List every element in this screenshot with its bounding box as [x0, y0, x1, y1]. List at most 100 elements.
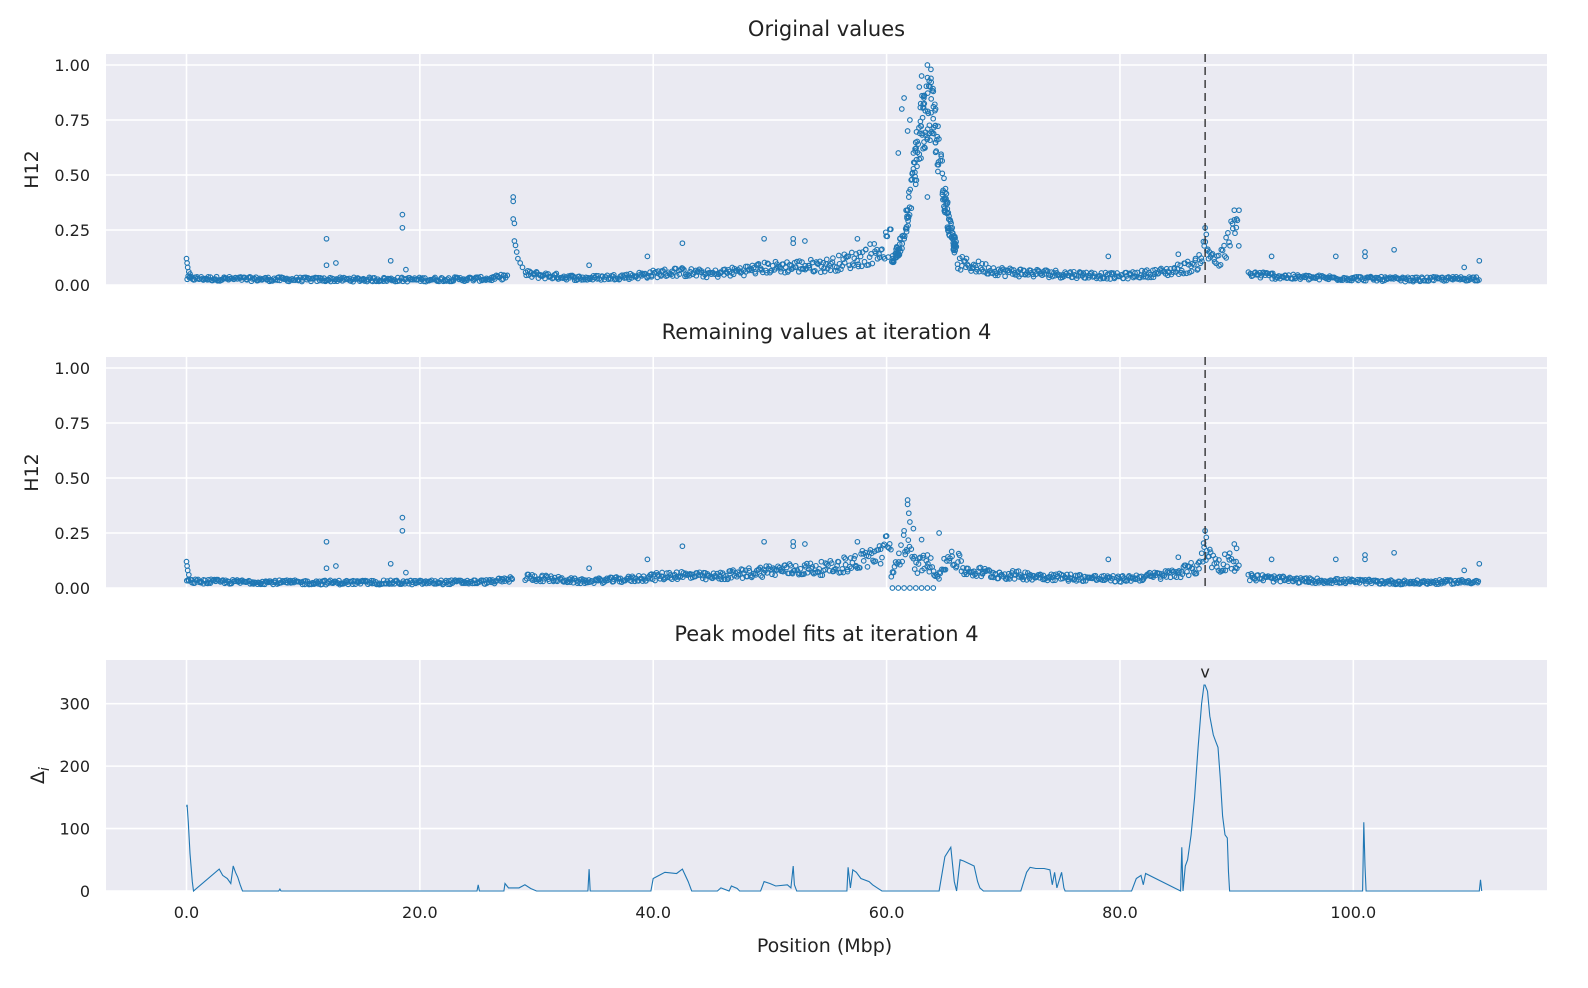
data-point: [939, 189, 946, 196]
data-point: [1208, 251, 1215, 258]
data-point: [817, 258, 823, 265]
data-point: [1235, 243, 1242, 249]
y-tick-label: 0.00: [54, 276, 90, 295]
data-point: [901, 585, 907, 591]
data-point: [828, 560, 835, 566]
data-point: [568, 575, 574, 581]
data-point: [1105, 253, 1112, 260]
data-point: [509, 576, 516, 583]
data-point: [804, 560, 810, 567]
data-point: [1233, 216, 1240, 222]
data-point: [899, 240, 906, 247]
data-point: [939, 191, 946, 198]
data-point: [920, 552, 927, 559]
y-tick-label: 0.50: [54, 469, 90, 488]
data-point: [323, 262, 330, 269]
data-point: [1175, 554, 1182, 561]
data-point: [871, 241, 878, 247]
data-point: [1188, 559, 1194, 566]
data-point: [853, 251, 859, 257]
data-point: [846, 563, 853, 570]
data-layer: [185, 684, 1483, 893]
y-tick-label: 300: [59, 695, 90, 714]
data-point: [1196, 565, 1202, 572]
data-point: [858, 263, 865, 270]
data-point: [921, 139, 927, 145]
data-point: [504, 272, 511, 279]
y-tick-label: 100: [59, 820, 90, 839]
data-point: [932, 122, 939, 129]
data-point: [828, 260, 834, 267]
data-point: [972, 571, 978, 578]
data-point: [896, 550, 902, 557]
data-point: [1391, 246, 1397, 253]
y-tick-label: 0.75: [54, 414, 90, 433]
data-point: [921, 95, 927, 101]
data-point: [1049, 577, 1056, 584]
data-point: [876, 543, 883, 549]
data-point: [860, 558, 867, 564]
data-point: [935, 161, 942, 168]
data-point: [897, 248, 904, 255]
data-point: [323, 235, 330, 242]
data-point: [918, 73, 925, 79]
data-point: [517, 260, 524, 266]
data-point: [769, 571, 775, 578]
plot-area: [106, 357, 1547, 588]
data-point: [924, 552, 931, 558]
data-point: [917, 100, 924, 107]
data-point: [923, 83, 930, 90]
data-point: [895, 585, 902, 591]
data-point: [395, 580, 402, 587]
data-point: [832, 565, 839, 572]
data-point: [907, 519, 913, 525]
data-point: [932, 106, 939, 112]
data-point: [879, 246, 885, 253]
data-point: [927, 137, 933, 144]
data-point: [693, 272, 700, 279]
data-point: [1328, 577, 1335, 584]
data-point: [616, 276, 623, 283]
data-point: [652, 577, 658, 584]
data-point: [399, 224, 406, 231]
data-point: [901, 527, 907, 534]
data-point: [510, 198, 517, 205]
data-point: [930, 585, 937, 591]
data-point: [896, 245, 903, 252]
data-point: [746, 565, 752, 571]
data-point: [904, 501, 911, 508]
data-point: [914, 570, 921, 576]
data-point: [1300, 273, 1307, 279]
data-point: [1097, 275, 1104, 282]
data-point: [699, 575, 706, 582]
y-axis-label-sub: i: [37, 767, 53, 771]
data-point: [758, 572, 764, 579]
data-point: [898, 106, 905, 112]
data-point: [761, 235, 767, 242]
data-point: [1044, 268, 1051, 274]
data-point: [964, 261, 971, 268]
data-point: [1180, 270, 1187, 277]
y-tick-label: 1.00: [54, 56, 90, 75]
data-point: [786, 570, 792, 577]
data-point: [895, 559, 902, 565]
data-point: [907, 186, 914, 193]
data-point: [830, 255, 836, 261]
data-point: [821, 268, 828, 275]
data-point: [399, 211, 406, 218]
data-point: [1391, 549, 1397, 556]
data-point: [866, 254, 873, 260]
data-point: [1220, 567, 1226, 574]
data-point: [1175, 251, 1182, 258]
data-point: [848, 565, 855, 571]
data-point: [752, 270, 759, 277]
y-tick-label: 0.50: [54, 166, 90, 185]
data-point: [905, 510, 912, 517]
data-point: [1362, 253, 1368, 260]
data-point: [893, 246, 899, 253]
data-point: [1476, 560, 1483, 567]
data-point: [1206, 546, 1213, 553]
data-point: [1362, 556, 1368, 563]
data-point: [593, 272, 599, 279]
data-point: [918, 536, 925, 543]
